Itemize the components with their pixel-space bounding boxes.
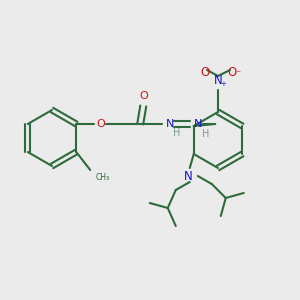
Text: O: O <box>200 65 210 79</box>
Text: O: O <box>97 119 106 129</box>
Text: O: O <box>140 91 148 101</box>
Text: O: O <box>227 65 237 79</box>
Text: CH₃: CH₃ <box>95 172 109 182</box>
Text: +: + <box>220 81 226 87</box>
Text: N: N <box>194 119 202 129</box>
Text: N: N <box>214 74 222 88</box>
Text: H: H <box>172 128 180 138</box>
Text: N: N <box>183 169 192 182</box>
Text: N: N <box>166 119 175 129</box>
Text: ⁻: ⁻ <box>236 69 241 79</box>
Text: H: H <box>202 129 209 139</box>
